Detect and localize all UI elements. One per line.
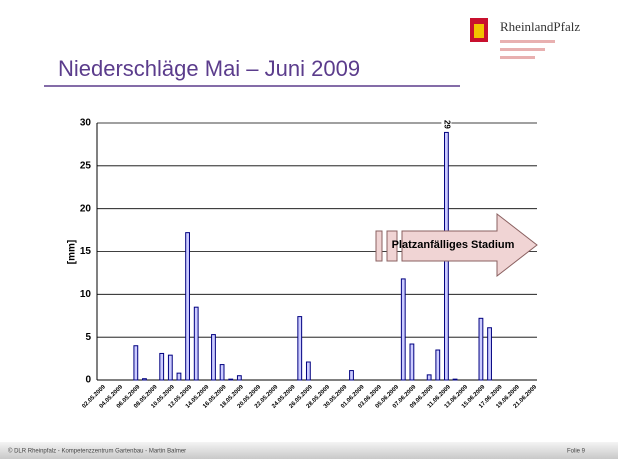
arrow [401,212,538,278]
value-label: 29 [442,120,451,129]
y-tick-label: 5 [85,332,91,343]
logo-text: RheinlandPfalz [500,19,580,34]
logo-line [500,56,535,59]
y-tick-label: 25 [80,160,92,171]
bar [487,327,492,381]
bar [426,374,432,381]
bar [297,316,303,381]
logo-line [500,48,545,51]
y-tick-label: 10 [80,289,92,300]
footer-right: Folie 9 [567,449,586,455]
bar [409,343,415,381]
bar [219,364,225,381]
y-tick-label: 15 [80,246,92,257]
value-label-bg [441,118,452,131]
y-tick-label: 30 [80,118,92,129]
arrow-stripe [375,230,383,262]
y-tick-label: 0 [85,375,91,386]
bar [478,317,484,381]
bar [211,334,216,381]
bar [133,345,139,381]
bar [159,352,165,381]
logo-line [500,40,555,43]
bar [142,378,147,381]
footer-bar [0,442,618,459]
bar [452,378,458,381]
bar [176,372,182,381]
logo-crest-inner [474,24,484,38]
bar [167,354,173,381]
bar [228,378,234,381]
slide-title: Niederschläge Mai – Juni 2009 [58,56,360,81]
bar [435,349,441,381]
bar [236,375,242,381]
bar [349,370,354,381]
bar [305,361,311,381]
y-tick-label: 20 [80,203,92,214]
y-axis-label: [mm] [67,240,78,264]
arrow-stripe [386,230,398,262]
bar [185,232,190,381]
bar [400,278,406,381]
bar [193,306,199,381]
footer-left: © DLR Rheinpfalz - Kompetenzzentrum Gart… [8,448,186,455]
annotation: Platzanfälliges Stadium [392,239,515,251]
